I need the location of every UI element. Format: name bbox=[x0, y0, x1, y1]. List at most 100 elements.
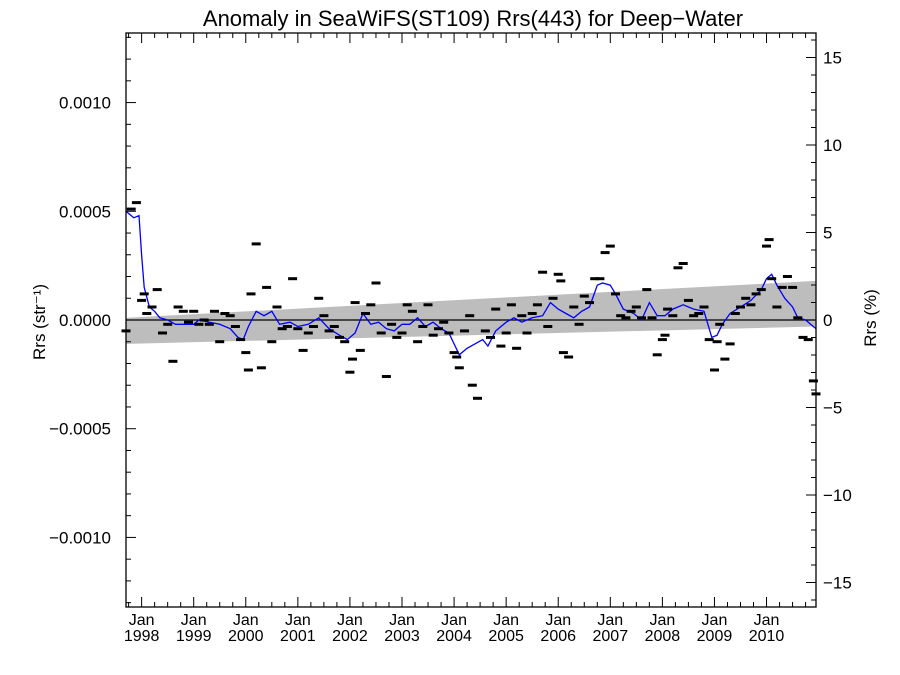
data-point-32 bbox=[277, 327, 287, 331]
data-point-88 bbox=[556, 279, 566, 283]
data-point-39 bbox=[314, 296, 324, 300]
data-point-130 bbox=[762, 244, 771, 248]
data-point-59 bbox=[413, 340, 423, 344]
data-point-100 bbox=[616, 314, 626, 318]
x-tick-month-6: Jan bbox=[441, 612, 467, 629]
data-point-1 bbox=[126, 207, 136, 211]
data-point-129 bbox=[756, 288, 766, 292]
data-point-14 bbox=[189, 309, 199, 313]
data-point-110 bbox=[663, 307, 673, 311]
y-left-tick-label-4: −0.0010 bbox=[49, 528, 111, 547]
data-point-139 bbox=[803, 338, 813, 342]
data-point-27 bbox=[251, 242, 261, 246]
data-point-42 bbox=[329, 325, 339, 328]
x-tick-month-3: Jan bbox=[285, 612, 311, 629]
x-tick-month-7: Jan bbox=[493, 612, 519, 629]
data-point-58 bbox=[407, 309, 417, 313]
y-left-tick-label-1: 0.0005 bbox=[59, 202, 111, 221]
x-axis: Jan1998Jan1999Jan2000Jan2001Jan2002Jan20… bbox=[124, 33, 807, 645]
data-point-62 bbox=[428, 333, 438, 337]
data-point-45 bbox=[345, 370, 355, 374]
x-tick-month-4: Jan bbox=[337, 612, 363, 629]
trend-confidence-band-layer bbox=[126, 280, 816, 344]
trend-band bbox=[126, 280, 816, 344]
data-point-28 bbox=[256, 366, 266, 370]
data-point-60 bbox=[418, 325, 428, 328]
data-point-51 bbox=[371, 281, 381, 285]
data-point-68 bbox=[454, 366, 464, 370]
data-point-71 bbox=[467, 383, 477, 387]
data-point-120 bbox=[712, 340, 722, 344]
data-point-119 bbox=[710, 368, 719, 372]
data-point-4 bbox=[139, 292, 149, 296]
data-point-12 bbox=[178, 309, 188, 313]
data-point-47 bbox=[350, 301, 360, 305]
x-tick-year-6: 2004 bbox=[436, 628, 472, 645]
data-point-7 bbox=[152, 288, 162, 292]
y-left-tick-label-3: −0.0005 bbox=[49, 420, 111, 439]
x-tick-year-1: 1999 bbox=[176, 628, 212, 645]
x-tick-month-2: Jan bbox=[233, 612, 259, 629]
data-point-30 bbox=[267, 340, 277, 344]
data-point-61 bbox=[423, 303, 433, 307]
data-point-18 bbox=[210, 309, 219, 313]
data-point-9 bbox=[163, 322, 173, 326]
data-point-10 bbox=[168, 359, 178, 363]
x-tick-year-9: 2007 bbox=[593, 628, 629, 645]
data-point-73 bbox=[480, 329, 490, 333]
data-point-63 bbox=[434, 327, 443, 331]
data-point-82 bbox=[527, 312, 537, 315]
x-tick-month-12: Jan bbox=[754, 612, 780, 629]
data-point-77 bbox=[501, 331, 511, 335]
data-point-132 bbox=[767, 277, 777, 281]
data-point-131 bbox=[764, 238, 774, 242]
y-right-tick-label-3: 0 bbox=[823, 311, 832, 330]
data-point-93 bbox=[579, 294, 589, 298]
data-point-29 bbox=[262, 285, 272, 289]
data-point-52 bbox=[376, 331, 386, 335]
data-point-101 bbox=[621, 316, 631, 320]
data-point-138 bbox=[798, 335, 808, 339]
y-right-tick-label-1: 10 bbox=[823, 136, 842, 155]
data-point-53 bbox=[381, 375, 391, 378]
data-point-99 bbox=[611, 292, 620, 296]
x-tick-month-5: Jan bbox=[389, 612, 415, 629]
data-point-114 bbox=[683, 298, 693, 302]
x-tick-month-9: Jan bbox=[597, 612, 623, 629]
x-tick-year-8: 2006 bbox=[540, 628, 576, 645]
data-point-124 bbox=[730, 312, 740, 315]
data-point-85 bbox=[543, 325, 553, 328]
y-right-tick-label-5: −10 bbox=[823, 486, 852, 505]
data-point-21 bbox=[225, 314, 235, 318]
data-point-86 bbox=[548, 296, 558, 300]
data-point-133 bbox=[772, 305, 782, 309]
data-point-67 bbox=[452, 355, 462, 359]
data-point-117 bbox=[699, 305, 709, 309]
x-tick-year-4: 2002 bbox=[332, 628, 368, 645]
data-point-55 bbox=[392, 335, 402, 339]
data-point-40 bbox=[319, 314, 329, 318]
data-point-116 bbox=[694, 312, 704, 315]
data-point-107 bbox=[652, 353, 662, 357]
data-point-50 bbox=[366, 303, 376, 307]
data-point-31 bbox=[272, 305, 282, 309]
x-tick-year-10: 2008 bbox=[645, 628, 681, 645]
x-tick-year-3: 2001 bbox=[280, 628, 316, 645]
y-axis-right: 15 10 5 0 −5 −10 −15 bbox=[806, 39, 852, 601]
data-point-105 bbox=[642, 288, 652, 292]
data-point-79 bbox=[512, 346, 522, 350]
data-point-104 bbox=[637, 316, 646, 320]
data-point-122 bbox=[720, 357, 730, 361]
x-tick-year-11: 2009 bbox=[697, 628, 733, 645]
data-point-74 bbox=[486, 335, 495, 339]
data-point-23 bbox=[236, 338, 246, 342]
y-axis-left-label: Rrs (str⁻¹) bbox=[30, 284, 49, 360]
data-point-46 bbox=[348, 357, 357, 361]
data-point-126 bbox=[741, 296, 751, 300]
x-tick-year-7: 2005 bbox=[488, 628, 524, 645]
data-point-72 bbox=[473, 396, 482, 400]
data-point-80 bbox=[517, 314, 527, 318]
running-mean-line bbox=[125, 210, 817, 356]
data-point-33 bbox=[282, 325, 292, 328]
